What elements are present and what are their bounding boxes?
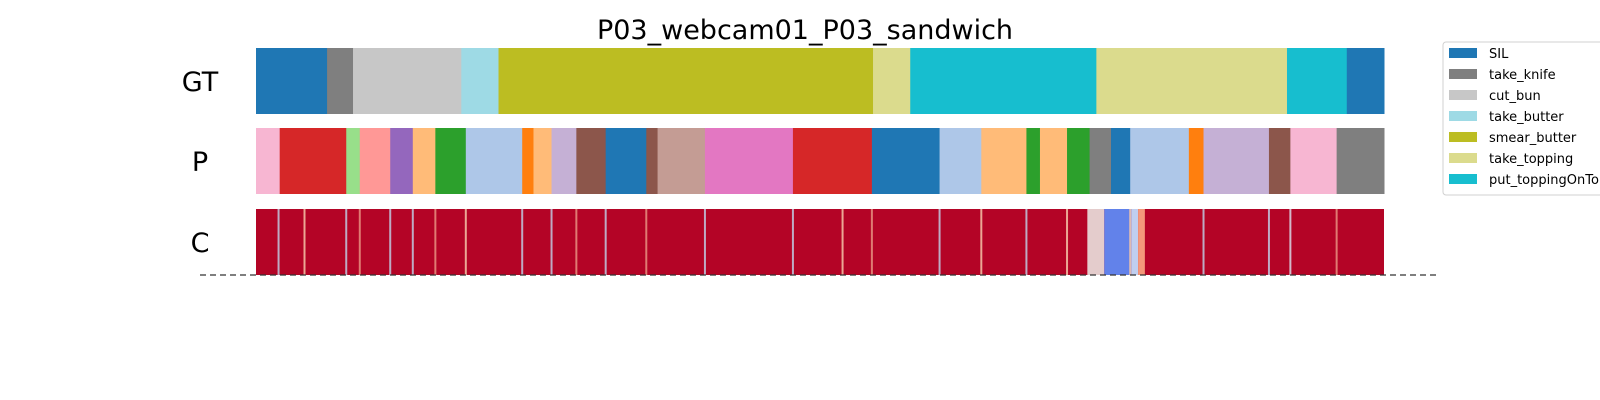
legend-entry: take_knife [1489,68,1556,83]
segment [327,48,354,114]
segment [1336,128,1385,194]
confidence-line [1202,209,1205,275]
timeline-rows: GT P C [182,48,1385,275]
confidence-base [256,209,1384,275]
confidence-line [521,209,524,275]
segment [792,128,873,194]
confidence-line [1335,209,1338,275]
confidence-line [464,209,467,275]
confidence-line [870,209,873,275]
segment [605,128,647,194]
confidence-line [358,209,361,275]
legend-swatch [1449,153,1477,163]
segment [435,128,467,194]
segment [465,128,523,194]
confidence-line [1025,209,1028,275]
segment [359,128,391,194]
row-gt: GT [182,48,1385,114]
segment [412,128,436,194]
confidence-line [604,209,607,275]
segment [657,128,706,194]
segment [873,48,911,114]
segment [576,128,607,194]
legend-entry: put_toppingOnTo [1489,173,1599,188]
confidence-line [411,209,414,275]
legend-entry: SIL [1489,47,1509,62]
confidence-line [575,209,578,275]
confidence-line [1066,209,1069,275]
row-p: P [192,128,1385,194]
segment [1346,48,1385,114]
segment [871,128,941,194]
legend-swatch [1449,132,1477,142]
confidence-region [1104,209,1132,275]
legend-swatch [1449,111,1477,121]
segment [1089,128,1112,194]
confidence-line [703,209,706,275]
row-label: GT [182,67,219,98]
segment [1130,128,1190,194]
confidence-region [1138,209,1145,275]
segment [353,48,462,114]
segment [1026,128,1041,194]
legend-swatch [1449,69,1477,79]
confidence-line [1267,209,1270,275]
segment [1203,128,1270,194]
legend-entry: take_butter [1489,110,1564,125]
confidence-line [303,209,306,275]
legend-swatch [1449,174,1477,184]
segment [346,128,361,194]
segment [1039,128,1068,194]
legend-frame [1442,41,1600,196]
confidence-line [645,209,648,275]
segment [1290,128,1338,194]
segment [910,48,1097,114]
segment [522,128,534,194]
row-label: C [191,228,210,259]
segment [1067,128,1091,194]
row-c: C [191,209,1384,275]
chart-title: P03_webcam01_P03_sandwich [597,15,1013,46]
segment [704,128,794,194]
segment [461,48,500,114]
confidence-line [938,209,941,275]
segment [1188,128,1205,194]
segment [551,128,577,194]
legend-swatch [1449,48,1477,58]
confidence-line [389,209,392,275]
segment [498,48,874,114]
segment [1111,128,1131,194]
segment [981,128,1027,194]
segment [1096,48,1288,114]
legend-entry: smear_butter [1489,131,1577,146]
segment [939,128,982,194]
row-label: P [192,147,208,178]
segment [390,128,414,194]
confidence-line [1129,209,1132,275]
confidence-line [277,209,280,275]
confidence-line [550,209,553,275]
confidence-line [980,209,983,275]
segment [1286,48,1348,114]
legend-entry: take_topping [1489,152,1573,167]
confidence-region [1131,209,1139,275]
confidence-line [434,209,437,275]
segment [1268,128,1291,194]
confidence-line [345,209,348,275]
confidence-line [841,209,844,275]
legend: SIL take_knife cut_bun take_butter smear_but… [1442,41,1600,196]
confidence-line [791,209,794,275]
segment [256,48,328,114]
segment [646,128,659,194]
legend-swatch [1449,90,1477,100]
segment [533,128,553,194]
segment [279,128,347,194]
segment [256,128,281,194]
legend-entry: cut_bun [1489,89,1541,104]
confidence-line [1289,209,1292,275]
confidence-region [1087,209,1105,275]
